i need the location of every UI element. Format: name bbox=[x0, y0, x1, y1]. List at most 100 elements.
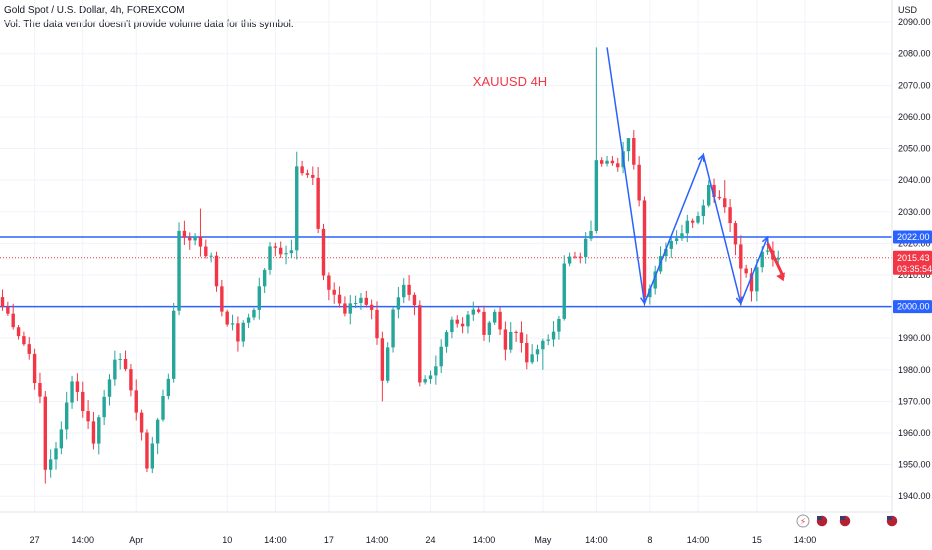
projection-arrow-shaft[interactable] bbox=[766, 242, 785, 278]
candle-down bbox=[11, 303, 15, 330]
candle-up bbox=[648, 284, 652, 305]
x-tick-label: 14:00 bbox=[264, 535, 287, 545]
projection-arrow-head bbox=[776, 272, 785, 282]
candle-down bbox=[273, 242, 278, 257]
candle-body bbox=[396, 297, 401, 310]
price-axis[interactable]: 1940.00 1950.00 1960.00 1970.00 1980.00 1990.… bbox=[891, 0, 932, 550]
candle-body bbox=[22, 336, 26, 345]
candle-up bbox=[172, 302, 176, 383]
level-price-label: 2000.00 bbox=[897, 302, 930, 312]
candle-body bbox=[102, 396, 106, 418]
us-flag-canton bbox=[887, 516, 892, 520]
candle-down bbox=[642, 196, 647, 307]
candle-down bbox=[375, 301, 379, 345]
candle-up bbox=[669, 237, 673, 258]
candle-body bbox=[284, 253, 288, 255]
candle-up bbox=[589, 220, 593, 242]
lightning-icon[interactable] bbox=[796, 514, 810, 528]
candle-body bbox=[760, 251, 764, 268]
candle-body bbox=[262, 269, 267, 287]
y-tick-label: 2030.00 bbox=[898, 207, 931, 217]
candle-body bbox=[402, 284, 406, 298]
x-tick-label: 14:00 bbox=[687, 535, 710, 545]
candle-down bbox=[573, 251, 577, 259]
candle-body bbox=[161, 396, 165, 420]
candle-body bbox=[525, 342, 529, 363]
candle-body bbox=[11, 313, 15, 328]
candle-down bbox=[519, 321, 524, 353]
volume-note: Vol: The data vendor doesn't provide vol… bbox=[4, 19, 294, 30]
candle-body bbox=[455, 319, 459, 324]
candle-body bbox=[728, 207, 732, 224]
x-tick-label: 8 bbox=[647, 535, 652, 545]
candle-body bbox=[107, 379, 112, 397]
candle-body bbox=[129, 369, 133, 391]
candle-up bbox=[605, 156, 609, 167]
candle-body bbox=[428, 375, 433, 380]
candle-up bbox=[107, 374, 112, 406]
candle-down bbox=[514, 330, 518, 342]
candle-down bbox=[412, 292, 417, 316]
candle-body bbox=[257, 286, 261, 310]
candle-down bbox=[32, 348, 37, 390]
candle-body bbox=[27, 344, 31, 354]
candle-up bbox=[102, 389, 106, 425]
x-tick-label: 14:00 bbox=[473, 535, 496, 545]
candle-body bbox=[632, 138, 636, 165]
candle-down bbox=[43, 391, 47, 484]
candle-body bbox=[225, 311, 229, 325]
time-axis[interactable]: 27 14:00 Apr 10 14:00 17 14:00 24 14:00 May 14:00 8… bbox=[0, 511, 892, 545]
candle-body bbox=[182, 230, 187, 238]
candle-body bbox=[289, 250, 294, 254]
candle-body bbox=[439, 346, 443, 367]
us-flag-canton bbox=[817, 516, 822, 520]
candle-down bbox=[632, 130, 636, 170]
candle-down bbox=[145, 429, 149, 473]
candle-body bbox=[600, 160, 604, 164]
candle-body bbox=[733, 223, 738, 245]
candle-up bbox=[70, 375, 74, 409]
candle-down bbox=[305, 169, 310, 178]
candle-body bbox=[348, 303, 352, 314]
candle-up bbox=[685, 214, 689, 243]
candle-down bbox=[81, 381, 85, 418]
candle-body bbox=[685, 220, 689, 234]
candle-body bbox=[172, 310, 176, 379]
candle-body bbox=[498, 311, 502, 330]
candle-up bbox=[535, 344, 540, 362]
candle-body bbox=[482, 311, 486, 335]
candle-body bbox=[541, 340, 545, 350]
candle-body bbox=[616, 163, 620, 168]
candle-up bbox=[583, 232, 588, 264]
candle-body bbox=[246, 317, 251, 323]
candle-up bbox=[65, 391, 69, 440]
candle-body bbox=[562, 263, 566, 319]
lightning-glyph: ⚡ bbox=[800, 518, 806, 528]
chart-annotation: XAUUSD 4H bbox=[473, 74, 547, 89]
y-tick-label: 1950.00 bbox=[898, 460, 931, 470]
candle-body bbox=[150, 443, 154, 469]
y-tick-label: 1940.00 bbox=[898, 491, 931, 501]
candle-down bbox=[204, 239, 208, 259]
candle-body bbox=[701, 205, 706, 216]
candle-down bbox=[578, 252, 582, 264]
candle-down bbox=[123, 350, 128, 372]
candle-down bbox=[455, 315, 459, 328]
candle-body bbox=[86, 411, 90, 422]
y-tick-label: 2010.00 bbox=[898, 270, 931, 280]
candle-body bbox=[466, 314, 470, 327]
candle-body bbox=[155, 419, 160, 444]
candle-body bbox=[16, 327, 21, 337]
candle-down bbox=[38, 372, 42, 404]
candle-body bbox=[391, 309, 395, 348]
candle-body bbox=[70, 381, 74, 403]
candle-up bbox=[434, 355, 438, 385]
candle-down bbox=[749, 268, 754, 302]
candle-body bbox=[311, 174, 315, 178]
candle-up bbox=[252, 308, 256, 321]
candle-down bbox=[476, 307, 481, 314]
candle-body bbox=[578, 256, 582, 258]
level-price-label: 2022.00 bbox=[897, 232, 930, 242]
candle-up bbox=[546, 334, 550, 346]
